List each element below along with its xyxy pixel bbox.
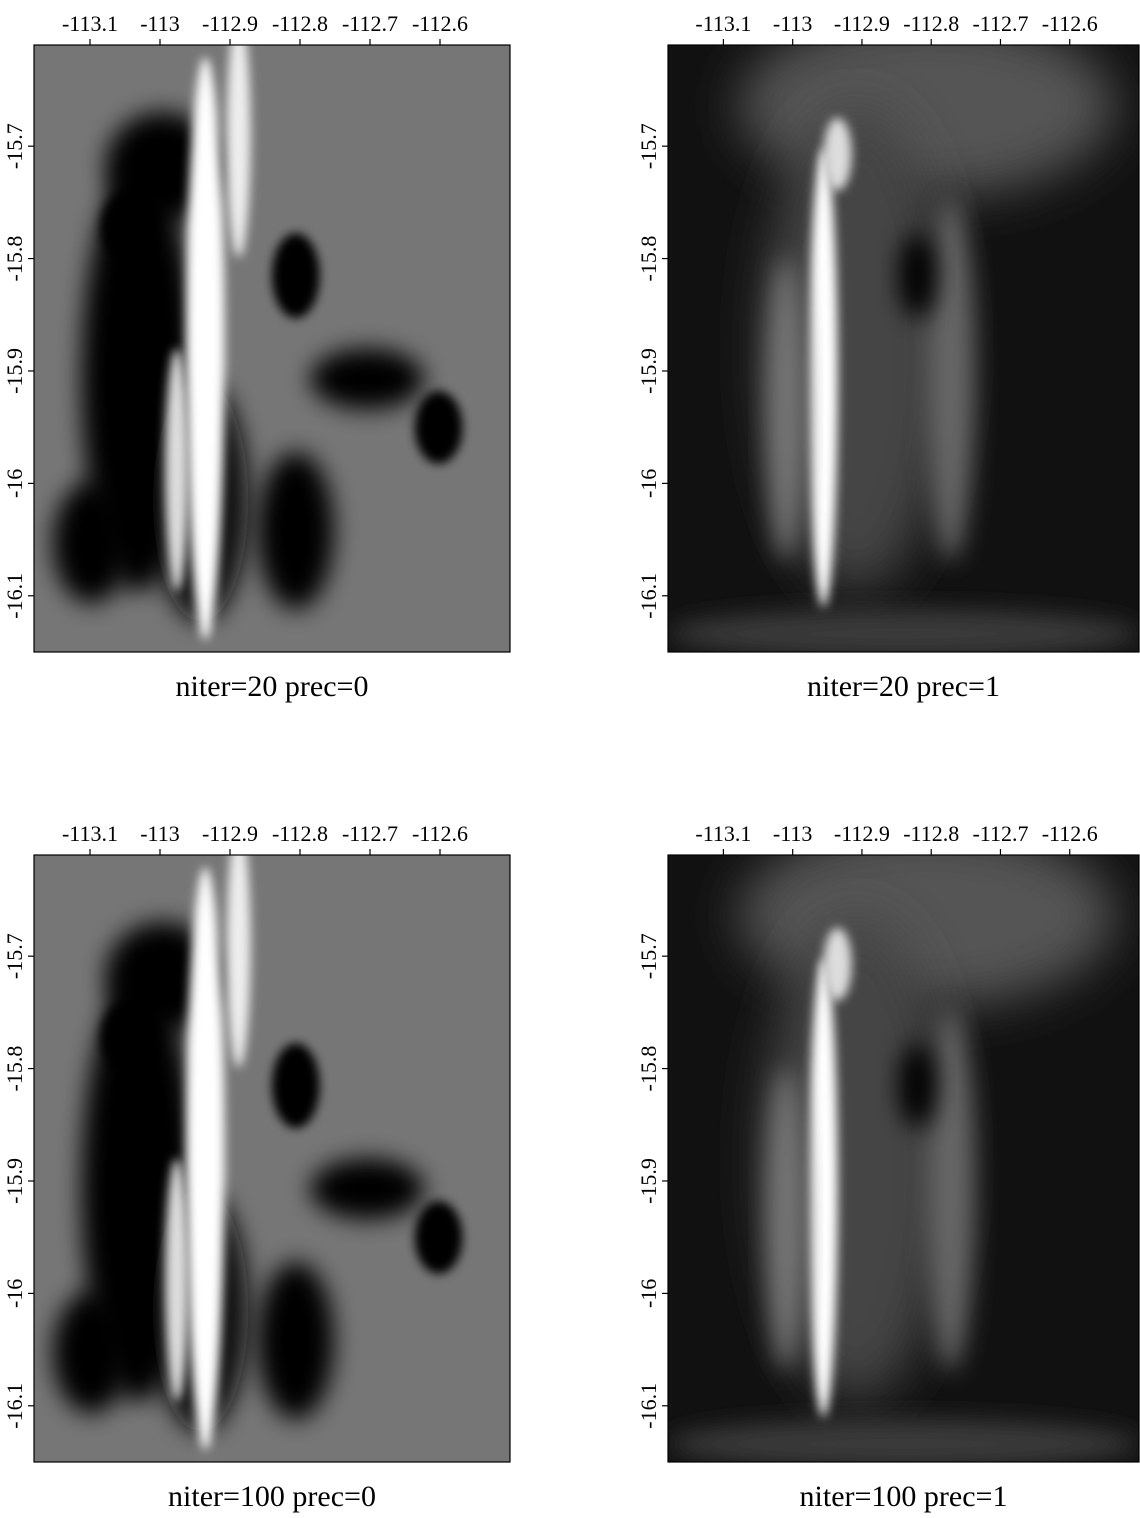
y-tick-label: -16	[636, 469, 661, 498]
x-tick-label: -112.9	[834, 821, 890, 846]
y-tick-label: -15.8	[2, 1046, 27, 1092]
y-tick-label: -15.9	[2, 1158, 27, 1204]
x-tick-label: -112.6	[1042, 821, 1098, 846]
y-tick-label: -15.9	[2, 348, 27, 394]
y-tick-label: -16.1	[2, 1383, 27, 1429]
x-tick-label: -113	[773, 11, 813, 36]
panel-title: niter=20 prec=1	[807, 670, 1000, 703]
figure: -113.1 -113 -112.9 -112.8 -112.7 -112.6 -15.7 -…	[0, 0, 1140, 1518]
y-tick-label: -15.8	[636, 1046, 661, 1092]
image-feature	[668, 610, 1139, 659]
image-feature	[272, 233, 320, 318]
x-tick-label: -112.9	[834, 11, 890, 36]
image-feature	[186, 867, 224, 1450]
image-feature	[899, 233, 937, 318]
x-tick-label: -113	[140, 11, 180, 36]
image-feature	[227, 15, 251, 258]
y-tick-label: -15.7	[2, 933, 27, 979]
x-tick-label: -112.6	[1042, 11, 1098, 36]
panel: -113.1 -113 -112.9 -112.8 -112.7 -112.6 -15.7 -…	[2, 821, 510, 1513]
image-feature	[899, 1043, 937, 1128]
image	[668, 825, 1139, 1468]
image-feature	[227, 825, 251, 1068]
y-tick-label: -15.9	[636, 1158, 661, 1204]
image-feature	[668, 1420, 1139, 1469]
panel-title: niter=100 prec=1	[800, 1480, 1008, 1513]
x-tick-label: -112.8	[903, 11, 959, 36]
y-tick-label: -16.1	[2, 573, 27, 619]
x-tick-label: -113	[773, 821, 813, 846]
x-tick-label: -112.7	[342, 11, 398, 36]
image-feature	[165, 349, 189, 592]
x-tick-label: -113.1	[62, 821, 118, 846]
x-tick-label: -112.6	[412, 11, 468, 36]
image-feature	[272, 1043, 320, 1128]
image	[668, 15, 1139, 658]
panel: -113.1 -113 -112.9 -112.8 -112.7 -112.6 -15.7 -…	[636, 821, 1139, 1513]
image-feature	[258, 452, 334, 610]
x-tick-label: -112.8	[272, 11, 328, 36]
image-feature	[310, 1159, 424, 1220]
x-tick-label: -112.8	[272, 821, 328, 846]
image-feature	[927, 1007, 974, 1371]
image-feature	[767, 1067, 805, 1371]
panel-title: niter=20 prec=0	[176, 670, 369, 703]
y-tick-label: -15.7	[2, 123, 27, 169]
x-tick-label: -112.9	[202, 821, 258, 846]
x-tick-label: -113.1	[695, 821, 751, 846]
y-tick-label: -15.9	[636, 348, 661, 394]
image-feature	[927, 197, 974, 561]
image-feature	[53, 482, 129, 603]
image	[34, 15, 510, 652]
image-feature	[415, 1201, 463, 1274]
y-tick-label: -16.1	[636, 573, 661, 619]
x-tick-label: -113.1	[62, 11, 118, 36]
image-feature	[823, 118, 851, 191]
x-tick-label: -113	[140, 821, 180, 846]
x-tick-label: -112.7	[972, 11, 1028, 36]
image-feature	[809, 958, 837, 1419]
panel: -113.1 -113 -112.9 -112.8 -112.7 -112.6 -15.7 -…	[636, 11, 1139, 703]
image-feature	[165, 1159, 189, 1402]
x-tick-label: -112.9	[202, 11, 258, 36]
image-feature	[823, 928, 851, 1001]
x-tick-label: -112.7	[972, 821, 1028, 846]
y-tick-label: -16	[2, 469, 27, 498]
y-tick-label: -16.1	[636, 1383, 661, 1429]
x-tick-label: -112.8	[903, 821, 959, 846]
x-tick-label: -112.6	[412, 821, 468, 846]
y-tick-label: -16	[636, 1279, 661, 1308]
y-tick-label: -15.7	[636, 933, 661, 979]
image-feature	[53, 1292, 129, 1413]
image-feature	[809, 148, 837, 609]
image-feature	[258, 1262, 334, 1420]
panel: -113.1 -113 -112.9 -112.8 -112.7 -112.6 -15.7 -…	[2, 11, 510, 703]
y-tick-label: -15.8	[636, 236, 661, 282]
image-feature	[767, 257, 805, 561]
image-feature	[310, 349, 424, 410]
image	[34, 825, 510, 1462]
x-tick-label: -112.7	[342, 821, 398, 846]
y-tick-label: -15.7	[636, 123, 661, 169]
y-tick-label: -15.8	[2, 236, 27, 282]
image-feature	[186, 57, 224, 640]
panel-title: niter=100 prec=0	[168, 1480, 376, 1513]
image-feature	[415, 391, 463, 464]
x-tick-label: -113.1	[695, 11, 751, 36]
y-tick-label: -16	[2, 1279, 27, 1308]
